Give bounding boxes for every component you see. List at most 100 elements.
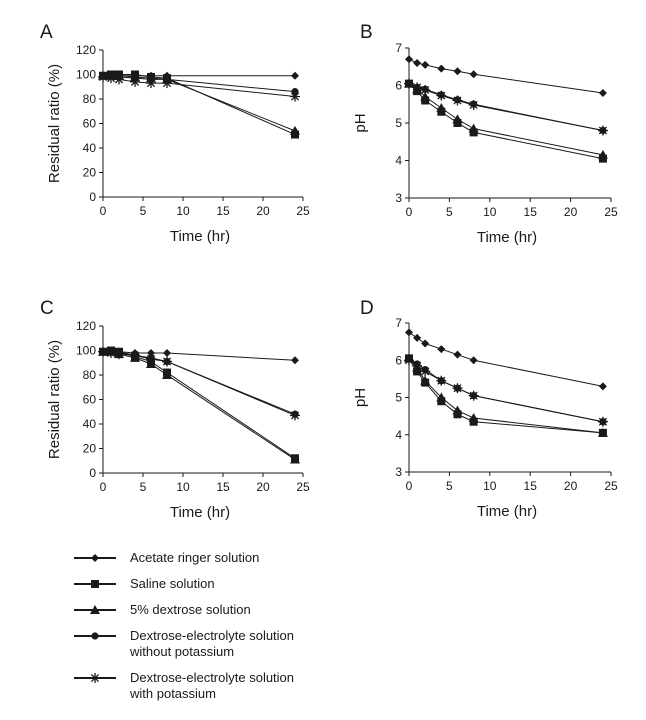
y-tick-label: 60 [83,117,97,131]
series-line [408,357,604,423]
series-line [102,74,296,135]
series-line [408,83,604,131]
data-point-diamond [421,60,430,69]
data-point-diamond [437,345,446,354]
y-tick-label: 120 [76,319,96,333]
panel-letter: D [360,298,374,319]
x-tick-label: 0 [100,204,107,218]
x-tick-label: 10 [483,479,497,493]
data-point-asterisk [114,74,124,85]
y-axis-label: pH [352,113,369,132]
series-circle [405,80,607,135]
x-tick-label: 15 [524,205,538,219]
data-point-asterisk [412,360,423,371]
data-point-asterisk [162,356,172,367]
legend-item: 5% dextrose solution [72,602,372,618]
chart-panel-b: B 3 4 5 6 7 0 5 10 15 20 25 Time (hr) pH [352,22,618,246]
data-point-asterisk [404,78,414,89]
data-point-diamond [469,70,478,79]
data-point-diamond [291,356,299,365]
y-tick-label: 40 [83,141,97,155]
y-tick-label: 5 [395,116,402,130]
data-point-triangle [290,125,300,135]
legend-item: Acetate ringer solution [72,550,372,566]
y-tick-label: 0 [89,466,96,480]
series-line [102,349,296,459]
y-axis-label: Residual ratio (%) [46,340,63,459]
data-point-asterisk [452,95,463,106]
x-tick-label: 15 [216,204,230,218]
legend-marker-diamond [74,554,116,562]
data-point-diamond [413,333,422,342]
series-square [405,79,607,163]
data-point-asterisk [106,347,116,358]
data-point-triangle [420,91,431,101]
data-point-asterisk [436,90,447,101]
legend: Acetate ringer solution Saline solution … [72,550,372,712]
data-point-triangle [468,123,479,133]
data-point-asterisk [162,78,172,89]
y-tick-label: 100 [76,344,96,358]
data-point-triangle [597,149,608,159]
data-point-diamond [291,71,299,80]
legend-label: 5% dextrose solution [130,602,251,617]
data-point-diamond [405,55,413,64]
data-point-asterisk [412,82,423,93]
data-point-triangle [452,114,463,124]
x-tick-label: 0 [406,479,413,493]
data-point-asterisk [468,390,479,401]
x-tick-label: 15 [524,479,538,493]
data-point-asterisk [130,350,140,361]
data-point-asterisk [106,73,116,84]
y-tick-label: 20 [83,166,97,180]
y-tick-label: 40 [83,417,97,431]
legend-marker-square [74,580,116,588]
legend-marker-diamond [91,554,99,562]
data-point-asterisk [452,383,463,394]
data-point-asterisk [420,85,431,95]
legend-marker-asterisk [74,673,116,683]
x-axis-label: Time (hr) [477,503,537,520]
x-tick-label: 10 [483,205,497,219]
data-point-diamond [163,348,171,357]
legend-marker-triangle [74,605,116,614]
series-line [408,83,604,131]
panel-letter: B [360,22,373,43]
y-tick-label: 3 [395,465,402,479]
series-line [103,351,296,460]
series-asterisk [404,78,608,136]
y-tick-label: 7 [395,316,402,330]
legend-marker-triangle [90,605,100,614]
series-asterisk [98,71,300,102]
data-point-asterisk [468,100,479,110]
x-tick-label: 25 [604,479,618,493]
legend-marker-square [91,580,99,588]
y-tick-label: 60 [83,393,97,407]
legend-item: Saline solution [72,576,372,592]
data-point-diamond [405,328,413,337]
y-tick-label: 80 [83,92,97,106]
x-axis-label: Time (hr) [170,504,230,521]
x-tick-label: 0 [406,205,413,219]
y-tick-label: 20 [83,442,97,456]
x-tick-label: 5 [446,205,453,219]
series-line [408,358,603,434]
data-point-asterisk [597,416,608,427]
y-tick-label: 100 [76,68,96,82]
data-point-triangle [436,392,447,402]
y-tick-label: 120 [76,43,96,57]
y-tick-label: 80 [83,368,97,382]
x-tick-label: 20 [564,205,578,219]
y-tick-label: 6 [395,79,402,93]
legend-label: Dextrose-electrolyte solution with potas… [130,670,295,701]
data-point-triangle [420,375,431,385]
legend-marker-circle [74,632,116,640]
x-tick-label: 10 [176,204,190,218]
data-point-triangle [468,412,479,422]
x-tick-label: 25 [296,480,310,494]
data-point-asterisk [98,346,108,357]
series-diamond [405,55,607,97]
panel-letter: A [40,22,53,43]
y-axis-label: pH [352,388,369,407]
